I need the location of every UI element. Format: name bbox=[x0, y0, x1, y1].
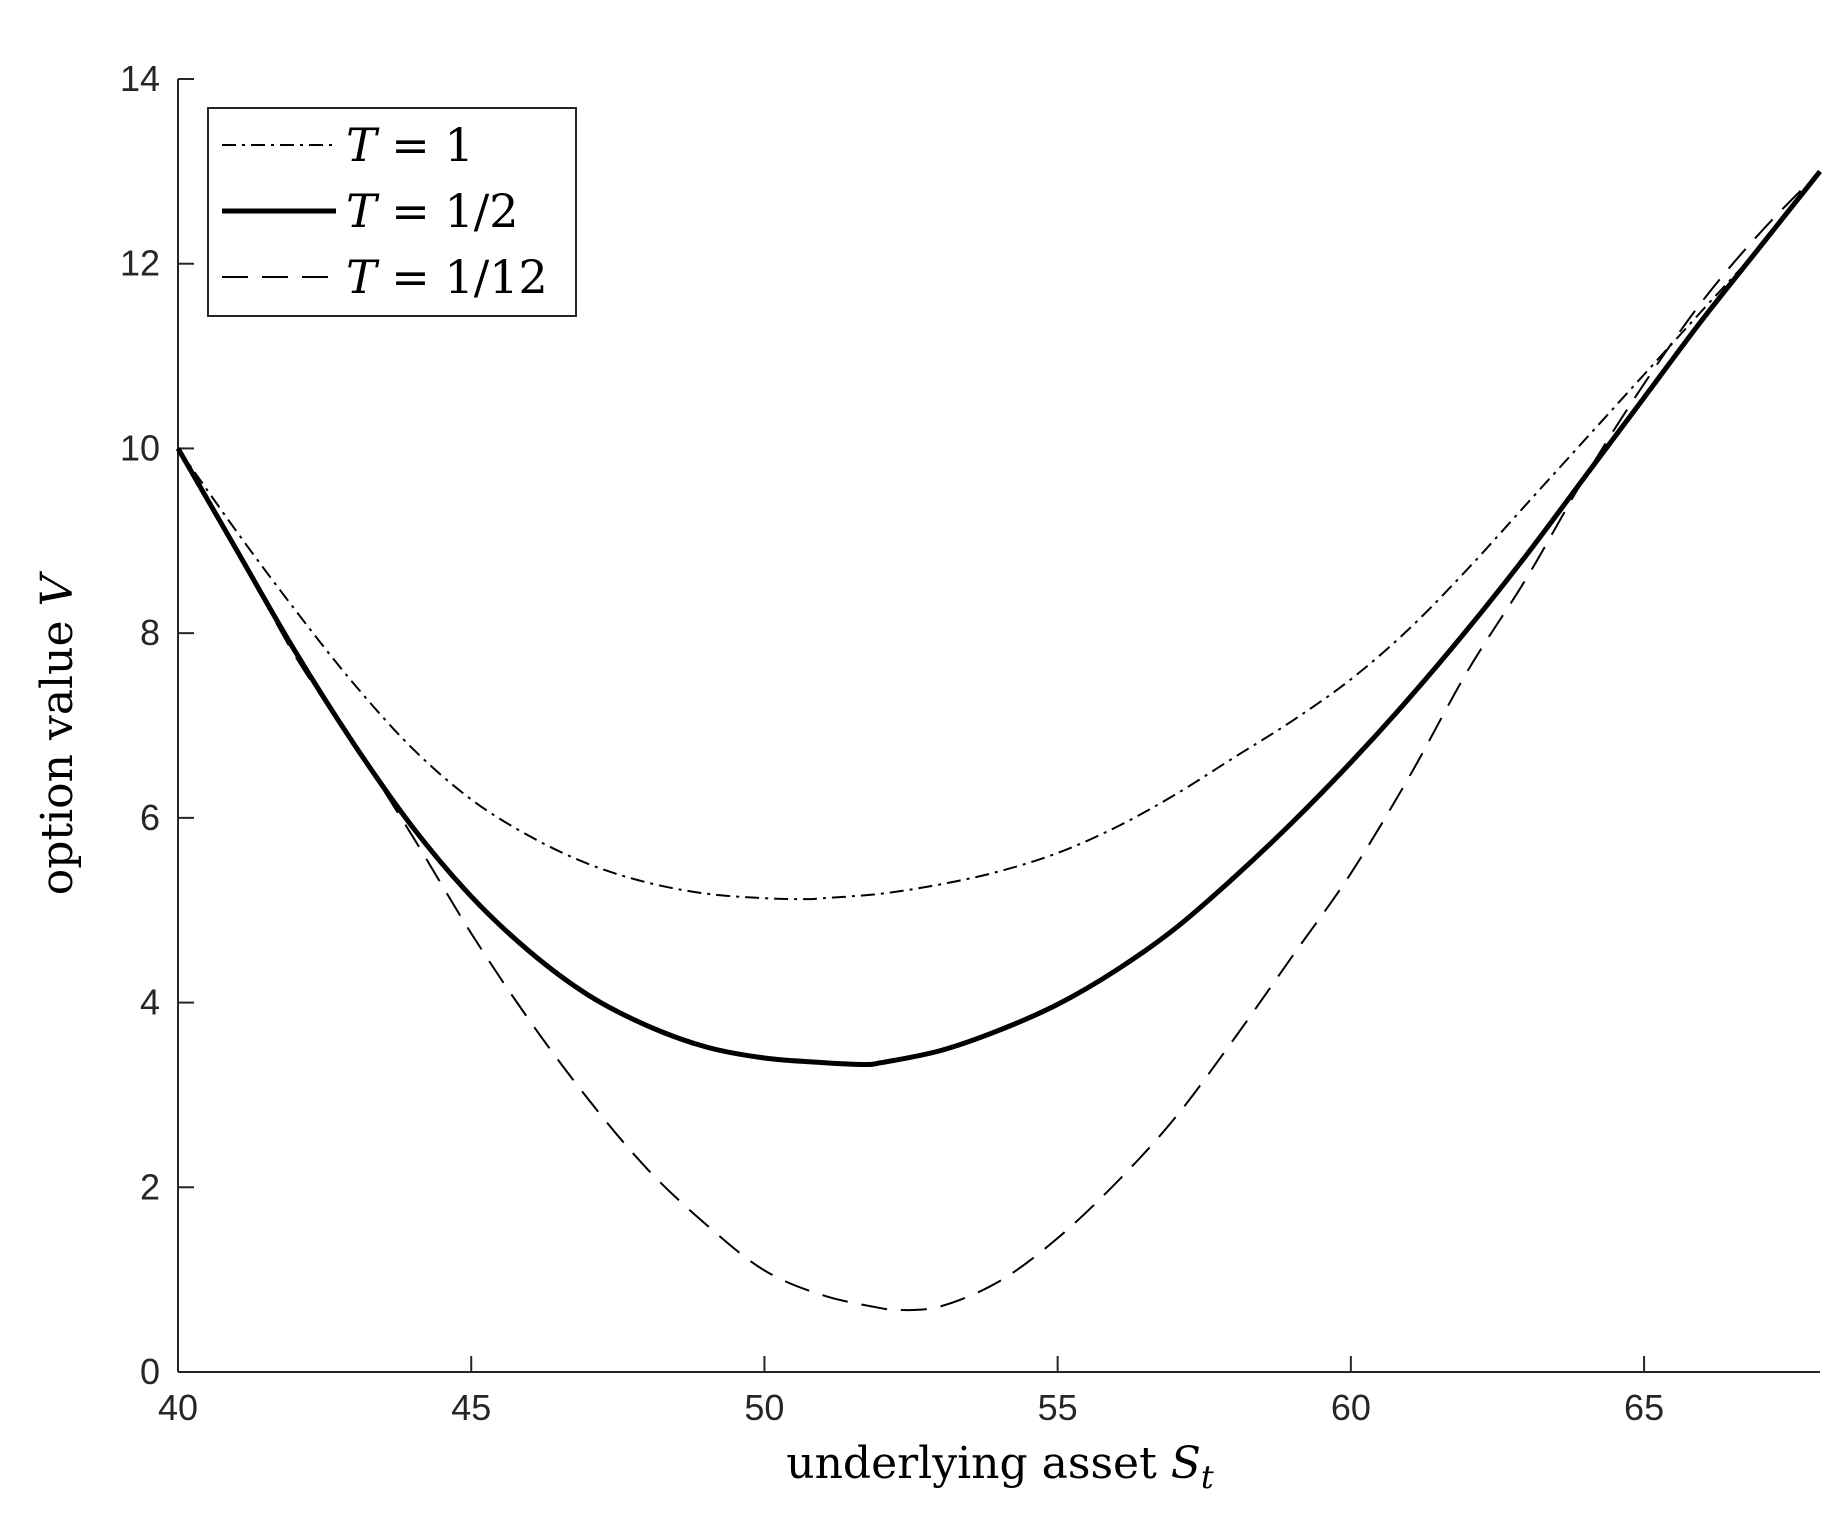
y-tick-label: 0 bbox=[140, 1351, 160, 1392]
y-axis-ticks: 0 2 4 6 8 10 12 14 bbox=[120, 58, 194, 1392]
y-axis-title: option value V bbox=[32, 571, 83, 896]
x-axis-ticks: 40 45 50 55 60 65 bbox=[158, 1356, 1664, 1428]
series-line-t-1-12 bbox=[177, 170, 1821, 1312]
y-tick-label: 6 bbox=[140, 797, 160, 838]
x-tick-label: 50 bbox=[744, 1387, 784, 1428]
legend-label-t-half: T = 1/2 bbox=[346, 184, 519, 238]
y-tick-label: 10 bbox=[120, 427, 160, 468]
x-axis-title: underlying asset St bbox=[786, 1438, 1214, 1496]
x-tick-label: 55 bbox=[1038, 1387, 1078, 1428]
x-tick-label: 65 bbox=[1624, 1387, 1664, 1428]
x-tick-label: 45 bbox=[451, 1387, 491, 1428]
series-line-t-1 bbox=[177, 170, 1821, 901]
plot-axes bbox=[177, 79, 1820, 1373]
series-layer bbox=[175, 169, 1822, 1312]
y-tick-label: 4 bbox=[140, 982, 160, 1023]
legend: T = 1 T = 1/2 T = 1/12 bbox=[207, 107, 577, 317]
x-tick-label: 40 bbox=[158, 1387, 198, 1428]
y-tick-label: 14 bbox=[120, 58, 160, 99]
y-tick-label: 2 bbox=[140, 1166, 160, 1207]
y-tick-label: 12 bbox=[120, 243, 160, 284]
legend-label-t-twelfth: T = 1/12 bbox=[346, 250, 548, 304]
series-line-t-1-2 bbox=[175, 169, 1822, 1068]
legend-label-t1: T = 1 bbox=[346, 118, 474, 172]
x-tick-label: 60 bbox=[1331, 1387, 1371, 1428]
y-tick-label: 8 bbox=[140, 612, 160, 653]
